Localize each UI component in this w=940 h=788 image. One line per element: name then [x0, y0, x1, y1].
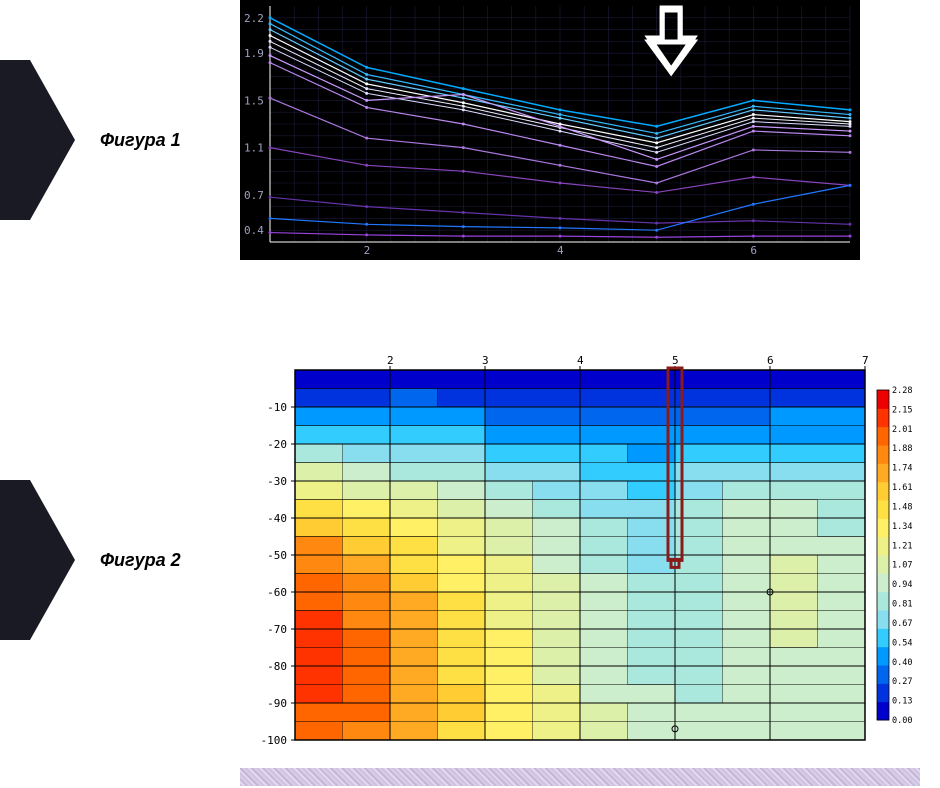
svg-text:2.01: 2.01 [892, 425, 912, 435]
svg-text:6: 6 [767, 354, 774, 367]
svg-text:-90: -90 [267, 697, 287, 710]
svg-text:0.00: 0.00 [892, 716, 912, 726]
svg-text:0.27: 0.27 [892, 677, 912, 687]
svg-text:1.07: 1.07 [892, 561, 912, 571]
svg-text:1.9: 1.9 [244, 47, 264, 60]
svg-text:-40: -40 [267, 512, 287, 525]
svg-text:0.67: 0.67 [892, 619, 912, 629]
hexagon-shape-2 [0, 480, 80, 640]
svg-text:-10: -10 [267, 401, 287, 414]
heatmap-chart: 2 3 4 5 6 7 -10 -20 -30 -40 -50 -60 -70 -80 -90 -100 0.… [240, 350, 920, 750]
svg-text:1.5: 1.5 [244, 94, 264, 107]
svg-text:0.40: 0.40 [892, 658, 912, 668]
svg-text:-20: -20 [267, 438, 287, 451]
svg-text:-30: -30 [267, 475, 287, 488]
svg-text:-50: -50 [267, 549, 287, 562]
svg-text:6: 6 [750, 244, 757, 257]
svg-text:2.2: 2.2 [244, 12, 264, 25]
svg-text:1.34: 1.34 [892, 522, 912, 532]
svg-text:0.13: 0.13 [892, 697, 912, 707]
svg-text:2.28: 2.28 [892, 386, 912, 396]
svg-text:4: 4 [557, 244, 564, 257]
svg-text:5: 5 [672, 354, 679, 367]
svg-text:1.48: 1.48 [892, 502, 912, 512]
svg-text:0.81: 0.81 [892, 600, 912, 610]
svg-text:-100: -100 [261, 734, 288, 747]
figure1-label-block: Фигура 1 [0, 60, 181, 220]
svg-text:-60: -60 [267, 586, 287, 599]
hexagon-shape-1 [0, 60, 80, 220]
noise-strip [240, 768, 920, 786]
svg-text:2: 2 [364, 244, 371, 257]
figure1-title: Фигура 1 [100, 130, 181, 151]
line-chart: 0.4 0.7 1.1 1.5 1.9 2.2 2 4 6 [240, 0, 860, 260]
svg-text:2: 2 [387, 354, 394, 367]
svg-text:3: 3 [482, 354, 489, 367]
svg-text:1.61: 1.61 [892, 483, 912, 493]
svg-text:1.88: 1.88 [892, 444, 912, 454]
figure2-label-block: Фигура 2 [0, 480, 181, 640]
svg-text:1.21: 1.21 [892, 541, 912, 551]
svg-text:7: 7 [862, 354, 869, 367]
svg-text:-80: -80 [267, 660, 287, 673]
svg-text:1.74: 1.74 [892, 464, 912, 474]
svg-text:4: 4 [577, 354, 584, 367]
svg-text:-70: -70 [267, 623, 287, 636]
svg-text:0.4: 0.4 [244, 224, 264, 237]
svg-text:0.7: 0.7 [244, 189, 264, 202]
svg-text:1.1: 1.1 [244, 142, 264, 155]
svg-text:0.94: 0.94 [892, 580, 912, 590]
svg-text:0.54: 0.54 [892, 638, 912, 648]
svg-text:2.15: 2.15 [892, 405, 912, 415]
figure2-title: Фигура 2 [100, 550, 181, 571]
